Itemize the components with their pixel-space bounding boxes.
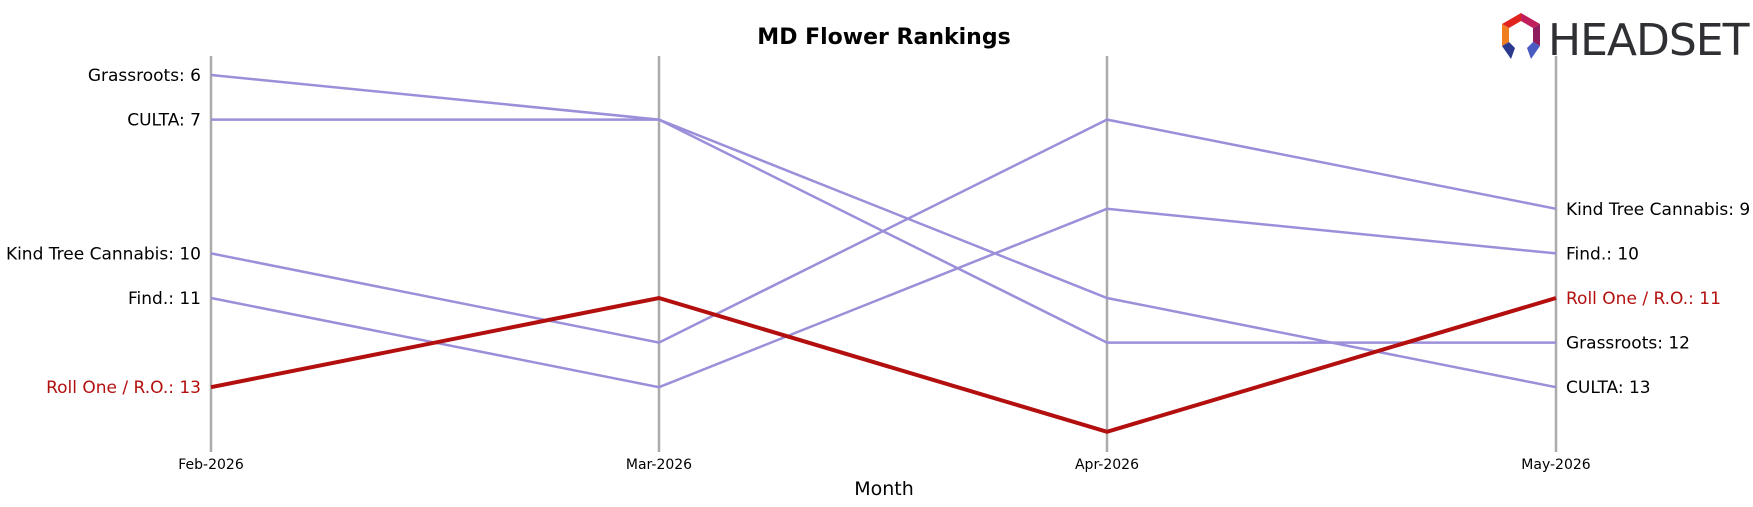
logo-segment: [1521, 13, 1540, 28]
logo-segment: [1502, 13, 1521, 28]
series-line-culta: [211, 118, 1557, 389]
x-tick-label: Apr-2026: [1075, 457, 1139, 473]
right-label-roll-one-r-o: Roll One / R.O.: 11: [1566, 289, 1721, 309]
x-tick-label: May-2026: [1521, 457, 1590, 473]
left-label-find: Find.: 11: [128, 289, 201, 309]
right-label-grassroots: Grassroots: 12: [1566, 334, 1690, 354]
left-label-culta: CULTA: 7: [127, 111, 201, 131]
x-axis-label: Month: [854, 478, 914, 500]
logo-segment: [1533, 24, 1540, 46]
left-label-kind-tree-cannabis: Kind Tree Cannabis: 10: [6, 244, 201, 264]
right-label-find: Find.: 10: [1566, 244, 1639, 264]
series-line-find: [210, 207, 1557, 389]
logo-segment: [1502, 24, 1509, 46]
left-label-grassroots: Grassroots: 6: [88, 66, 201, 86]
headset-logo: HEADSET: [1502, 13, 1751, 66]
series-lines: [210, 73, 1557, 434]
left-label-roll-one-r-o: Roll One / R.O.: 13: [46, 378, 201, 398]
logo-segment: [1502, 42, 1515, 59]
x-tick-label: Feb-2026: [178, 457, 244, 473]
right-label-kind-tree-cannabis: Kind Tree Cannabis: 9: [1566, 200, 1750, 220]
chart-title: MD Flower Rankings: [757, 25, 1010, 50]
series-end-labels: Grassroots: 6 Grassroots: 12 CULTA: 7 CULTA…: [6, 66, 1750, 398]
right-label-culta: CULTA: 13: [1566, 378, 1651, 398]
headset-logo-text: HEADSET: [1548, 15, 1750, 66]
series-line-kind-tree-cannabis: [210, 118, 1557, 344]
month-axis-lines: [209, 56, 1558, 452]
logo-segment: [1527, 42, 1540, 59]
x-tick-label: Mar-2026: [626, 457, 692, 473]
series-line-roll-one-r-o: [210, 295, 1557, 434]
x-tick-labels: Feb-2026 Mar-2026 Apr-2026 May-2026: [178, 457, 1591, 473]
headset-logo-mark: [1502, 13, 1540, 59]
